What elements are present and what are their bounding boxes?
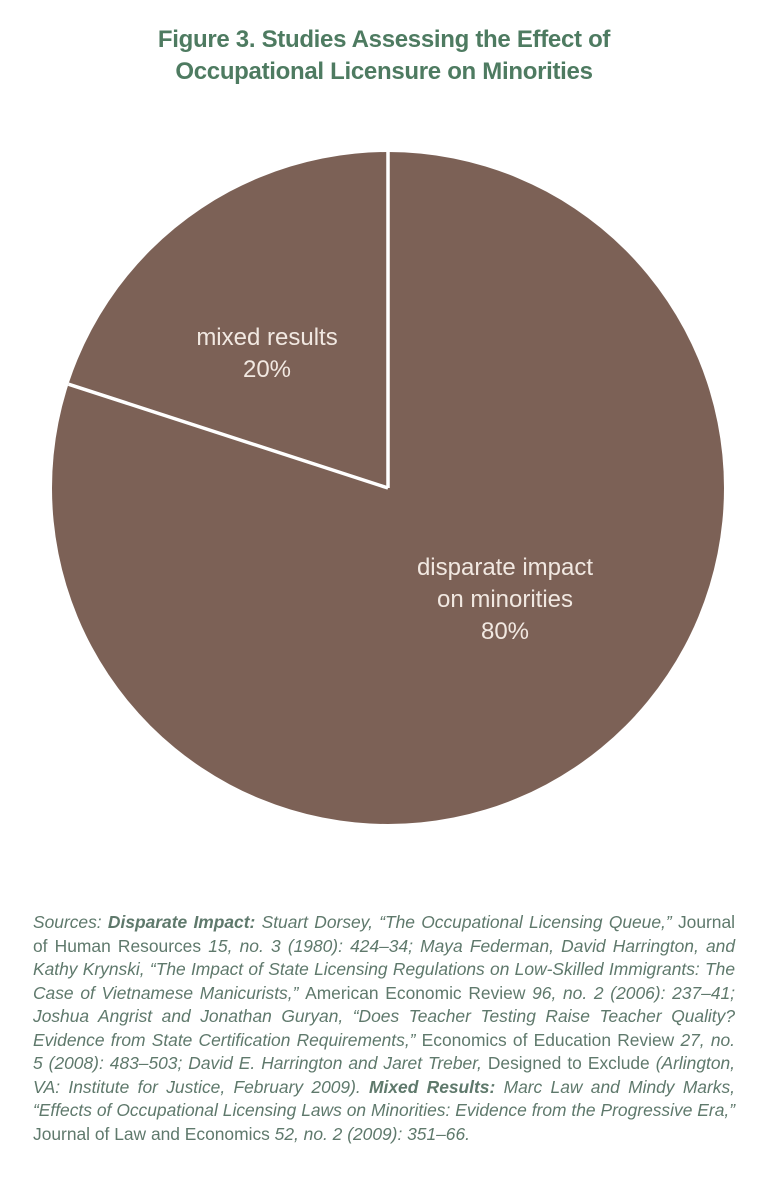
sources-segment: Stuart Dorsey, “The Occupational Licensi… [261, 912, 678, 932]
sources-segment: American Economic Review [305, 982, 533, 1003]
sources-segment: Designed to Exclude [487, 1053, 656, 1073]
pie-slice-label: on minorities [437, 586, 573, 613]
pie-slice-label: 20% [243, 356, 291, 383]
pie-slice-label: mixed results [196, 324, 337, 351]
figure-title: Figure 3. Studies Assessing the Effect o… [0, 24, 768, 88]
sources-note: Sources: Disparate Impact: Stuart Dorsey… [33, 911, 735, 1146]
sources-segment: 15, no. 3 (1980): 424–34; Maya Federman,… [33, 935, 736, 1003]
pie-slice-label: 80% [481, 618, 529, 645]
sources-segment: Sources: [33, 912, 108, 932]
sources-segment: Disparate Impact: [107, 912, 262, 932]
sources-segment: 96, no. 2 (2006): 237–41; Joshua Angrist… [33, 982, 735, 1050]
sources-segment: (Arlington, VA: Institute for Justice, F… [33, 1053, 735, 1097]
sources-segment: Journal of Law and Economics [33, 1123, 275, 1144]
pie-slice-divider [67, 382, 389, 490]
sources-segment: Marc Law and Mindy Marks, “Effects of Oc… [33, 1076, 735, 1121]
sources-segment: Journal of Human Resources [33, 912, 735, 956]
figure-title-line-2: Occupational Licensure on Minorities [175, 58, 593, 85]
sources-segment: Mixed Results: [369, 1076, 504, 1097]
sources-segment: Economics of Education Review [421, 1029, 681, 1050]
pie-slice-label: disparate impact [417, 554, 593, 581]
sources-segment: 52, no. 2 (2009): 351–66. [274, 1123, 470, 1144]
sources-segment: 27, no. 5 (2008): 483–503; David E. Harr… [33, 1029, 735, 1074]
figure-title-line-1: Figure 3. Studies Assessing the Effect o… [157, 26, 611, 53]
